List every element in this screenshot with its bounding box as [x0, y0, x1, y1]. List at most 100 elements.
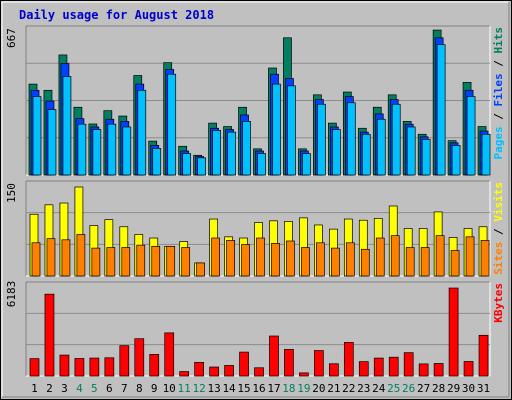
bar-sites-day-6 [106, 247, 116, 277]
bar-sites-day-23 [360, 248, 370, 277]
axis-max-label: 667 [5, 28, 18, 48]
day-label-27: 27 [417, 382, 430, 395]
bar-sites-day-2 [46, 238, 56, 277]
bar-sites-day-24 [375, 237, 385, 277]
bar-sites-day-25 [390, 235, 400, 277]
bar-sites-day-12 [196, 262, 205, 277]
bar-kbytes-day-5 [89, 357, 100, 377]
bar-pages-day-18 [287, 85, 296, 176]
bars [29, 186, 490, 277]
day-label-10: 10 [163, 382, 176, 395]
day-label-2: 2 [46, 382, 53, 395]
bar-sites-day-11 [181, 247, 191, 277]
bar-pages-day-26 [406, 126, 416, 176]
bar-pages-day-6 [107, 123, 117, 176]
day-label-19: 19 [297, 382, 310, 395]
bar-pages-day-15 [242, 121, 251, 176]
bar-kbytes-day-26 [403, 352, 414, 377]
bar-pages-day-9 [152, 148, 162, 176]
bar-kbytes-day-11 [179, 371, 190, 377]
bar-sites-day-20 [316, 242, 325, 277]
bar-pages-day-7 [122, 126, 132, 176]
axis-max-label: 6183 [5, 281, 18, 308]
bar-sites-day-17 [271, 243, 280, 277]
bar-pages-day-14 [227, 131, 236, 176]
bar-kbytes-day-16 [254, 367, 264, 377]
bar-pages-day-11 [182, 153, 192, 176]
bar-pages-day-29 [451, 145, 461, 176]
bar-kbytes-day-19 [299, 372, 309, 377]
day-label-22: 22 [342, 382, 355, 395]
panel-visits-sites: 150 Sites / Visits [5, 180, 505, 277]
bar-pages-day-8 [137, 89, 147, 176]
bar-pages-day-5 [92, 129, 102, 176]
bar-sites-day-18 [286, 240, 295, 277]
day-label-6: 6 [106, 382, 113, 395]
legend-kbytes: KBytes [492, 283, 505, 323]
day-label-5: 5 [91, 382, 98, 395]
bar-pages-day-25 [391, 103, 401, 176]
bar-kbytes-day-3 [59, 354, 70, 377]
bar-kbytes-day-21 [329, 363, 339, 377]
chart-title: Daily usage for August 2018 [19, 8, 214, 22]
day-axis: 1 2 3 4 5 6 7 8 9 10 11 12 13 14 15 16 17 18 19 20 21 22 23 24 2… [31, 382, 490, 395]
bar-sites-day-4 [76, 234, 86, 277]
bar-kbytes-day-24 [373, 357, 384, 377]
bar-pages-day-24 [376, 118, 386, 176]
legend-hits: Hits [492, 27, 505, 54]
bar-sites-day-14 [226, 240, 235, 277]
bar-pages-day-4 [77, 123, 87, 176]
day-label-14: 14 [222, 382, 236, 395]
chart-panels: 667 Pages / Files / Hits 150 Sites / Visits… [5, 25, 505, 377]
panel-kbytes: 6183 KBytes [5, 281, 505, 377]
bar-sites-day-21 [331, 247, 340, 277]
bar-pages-day-13 [212, 130, 221, 176]
day-label-3: 3 [61, 382, 68, 395]
day-label-24: 24 [372, 382, 386, 395]
legend-pages: Pages [492, 126, 505, 159]
bar-kbytes-day-27 [418, 363, 429, 377]
bar-kbytes-day-9 [149, 354, 160, 377]
bar-pages-day-2 [47, 109, 57, 176]
bar-sites-day-31 [480, 240, 490, 277]
bar-sites-day-1 [31, 242, 41, 277]
bar-sites-day-30 [465, 236, 475, 277]
day-label-17: 17 [267, 382, 280, 395]
bar-pages-day-1 [32, 96, 42, 176]
bar-sites-day-29 [450, 250, 460, 277]
day-label-13: 13 [207, 382, 220, 395]
panel-legend: Sites / Visits [492, 182, 505, 275]
day-label-18: 18 [282, 382, 295, 395]
day-label-23: 23 [357, 382, 370, 395]
day-label-21: 21 [327, 382, 340, 395]
bar-sites-day-22 [345, 242, 355, 277]
bar-kbytes-day-7 [119, 345, 130, 377]
legend-separator: / [492, 54, 505, 74]
day-label-8: 8 [136, 382, 143, 395]
day-label-11: 11 [178, 382, 191, 395]
bar-sites-day-26 [405, 247, 415, 277]
legend-separator: / [492, 107, 505, 127]
bar-sites-day-13 [211, 237, 220, 277]
day-label-26: 26 [402, 382, 415, 395]
legend-separator: / [492, 222, 505, 242]
bar-kbytes-day-8 [134, 338, 145, 377]
bar-pages-day-23 [361, 133, 371, 176]
bar-kbytes-day-10 [164, 332, 175, 377]
bar-kbytes-day-4 [74, 358, 85, 377]
bar-kbytes-day-23 [358, 361, 369, 377]
bar-pages-day-21 [332, 129, 341, 176]
bar-kbytes-day-2 [44, 293, 55, 377]
bar-sites-day-3 [61, 239, 71, 277]
bar-sites-day-8 [136, 244, 146, 277]
bar-pages-day-27 [421, 139, 431, 176]
bars [28, 29, 491, 176]
bar-kbytes-day-29 [448, 287, 459, 377]
day-label-25: 25 [387, 382, 400, 395]
bar-pages-day-12 [197, 157, 206, 176]
day-label-12: 12 [193, 382, 206, 395]
bar-kbytes-day-6 [104, 357, 115, 377]
day-label-30: 30 [462, 382, 475, 395]
bar-pages-day-20 [317, 103, 326, 176]
bar-pages-day-28 [436, 44, 446, 176]
